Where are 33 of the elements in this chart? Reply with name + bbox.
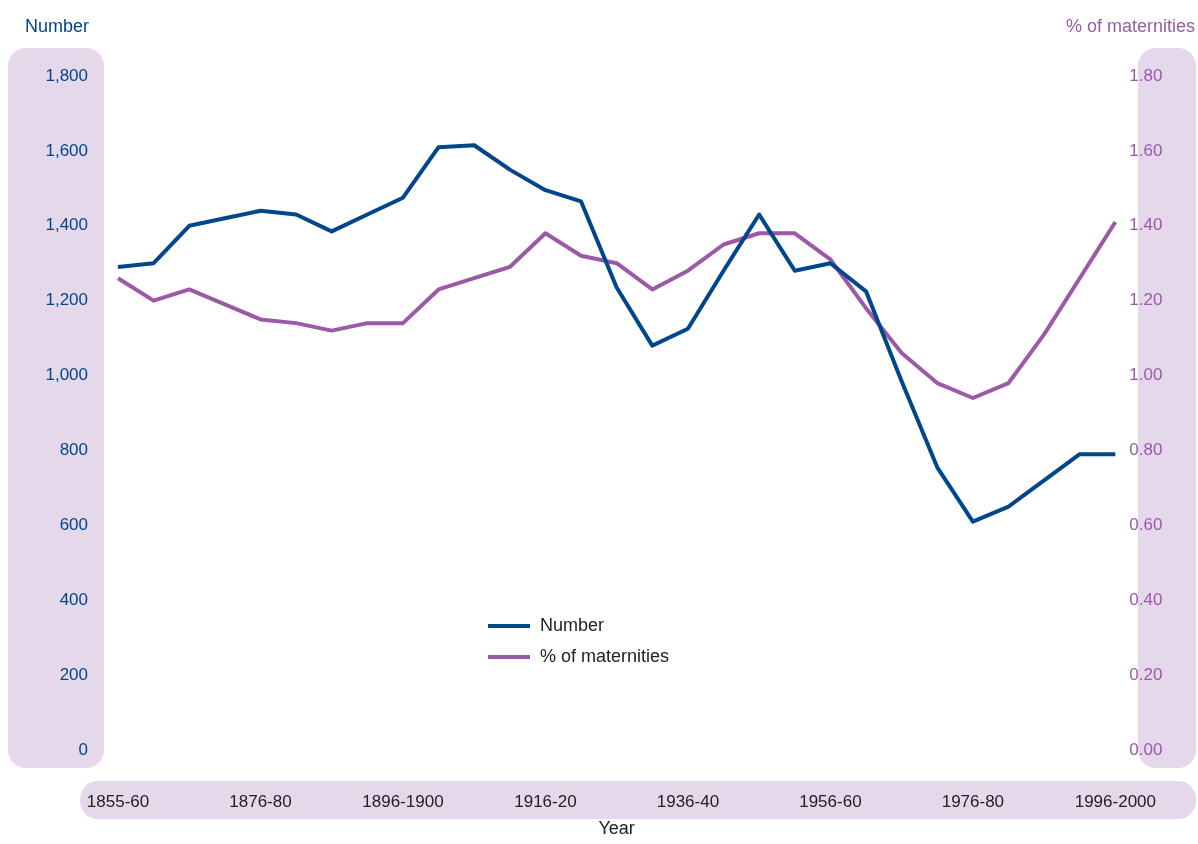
y2-axis-title: % of maternities <box>1065 16 1195 37</box>
y2-tick-label: 1.00 <box>1129 365 1163 385</box>
y-tick-label: 600 <box>59 515 88 535</box>
y2-tick-label: 0.60 <box>1129 515 1163 535</box>
y-tick-label: 400 <box>59 589 88 609</box>
y-tick-label: 1,800 <box>45 65 88 85</box>
y-tick-label: 1,000 <box>45 365 88 385</box>
y-tick-label: 1,200 <box>45 290 88 310</box>
y-axis-title: Number <box>25 16 90 37</box>
y-tick-label: 1,400 <box>45 215 88 235</box>
x-axis-title: Year <box>598 818 635 839</box>
x-tick-label: 1896-1900 <box>362 791 444 811</box>
y-tick-label: 800 <box>59 440 88 460</box>
y2-tick-label: 1.60 <box>1129 140 1163 160</box>
legend-label: Number <box>540 615 605 636</box>
x-tick-label: 1916-20 <box>514 791 577 811</box>
y2-tick-label: 1.80 <box>1129 65 1163 85</box>
y2-tick-label: 0.40 <box>1129 589 1163 609</box>
y2-tick-label: 0.80 <box>1129 440 1163 460</box>
x-tick-label: 1996-2000 <box>1074 791 1157 811</box>
x-tick-label: 1956-60 <box>799 791 862 811</box>
x-tick-label: 1855-60 <box>86 791 150 811</box>
y2-tick-label: 0.00 <box>1129 739 1163 759</box>
y-tick-label: 0 <box>78 739 88 759</box>
y2-tick-label: 1.20 <box>1129 290 1163 310</box>
y2-tick-label: 1.40 <box>1129 215 1163 235</box>
x-tick-label: 1876-80 <box>229 791 292 811</box>
y-tick-label: 200 <box>59 664 88 684</box>
y2-tick-label: 0.20 <box>1129 664 1163 684</box>
x-tick-label: 1976-80 <box>941 791 1005 811</box>
legend-label: % of maternities <box>540 646 670 667</box>
y-tick-label: 1,600 <box>45 140 88 160</box>
x-tick-label: 1936-40 <box>656 791 720 811</box>
